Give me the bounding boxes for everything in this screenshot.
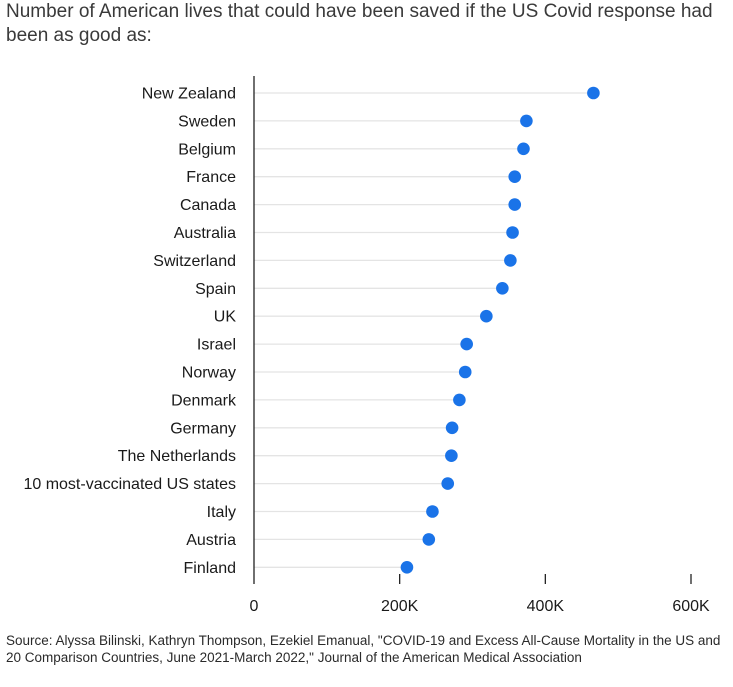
category-label-france: France	[186, 169, 236, 186]
x-tick-label-0: 0	[250, 598, 259, 615]
category-label-belgium: Belgium	[178, 141, 236, 158]
data-point-austria	[422, 533, 436, 546]
x-tick-label-1: 200K	[381, 598, 419, 615]
x-tick-label-2: 400K	[527, 598, 565, 615]
category-label-spain: Spain	[195, 281, 236, 298]
data-point-uk	[480, 309, 493, 323]
data-point-italy	[426, 505, 439, 518]
data-point-the-netherlands	[445, 449, 458, 463]
source-note: Source: Alyssa Bilinski, Kathryn Thompso…	[6, 633, 721, 665]
category-label-israel: Israel	[197, 337, 236, 354]
data-point-germany	[445, 421, 459, 435]
category-label-switzerland: Switzerland	[153, 253, 236, 270]
data-point-spain	[496, 282, 509, 295]
data-point-norway	[458, 365, 472, 379]
category-label-australia: Australia	[174, 225, 236, 242]
x-tick-label-3: 600K	[672, 598, 710, 615]
data-point-new-zealand	[587, 86, 600, 100]
category-label-10-most-vaccinated-us-states: 10 most-vaccinated US states	[23, 476, 236, 493]
data-point-denmark	[453, 393, 466, 407]
data-points	[400, 86, 600, 574]
category-labels: New Zealand Sweden Belgium France Canada Aust…	[23, 86, 237, 577]
data-point-australia	[506, 226, 519, 239]
category-label-denmark: Denmark	[171, 392, 237, 409]
data-point-france	[508, 170, 522, 183]
data-point-switzerland	[504, 254, 517, 267]
data-point-canada	[508, 198, 522, 211]
category-label-uk: UK	[214, 309, 237, 326]
chart-title: Number of American lives that could have…	[6, 1, 713, 46]
data-point-sweden	[520, 114, 533, 128]
data-point-israel	[460, 337, 473, 351]
x-axis-ticks: 0 200K 400K 600K	[250, 574, 710, 615]
category-label-norway: Norway	[182, 365, 236, 382]
guide-lines	[254, 92, 594, 568]
category-label-new-zealand: New Zealand	[142, 86, 236, 103]
data-point-10-most-vaccinated-us-states	[441, 477, 455, 490]
category-label-austria: Austria	[186, 532, 236, 549]
category-label-the-netherlands: The Netherlands	[118, 448, 236, 465]
category-label-germany: Germany	[170, 420, 236, 437]
category-label-sweden: Sweden	[178, 113, 236, 130]
category-label-italy: Italy	[207, 504, 236, 521]
category-label-canada: Canada	[180, 197, 236, 214]
category-label-finland: Finland	[184, 560, 236, 577]
data-point-finland	[400, 561, 414, 574]
data-point-belgium	[517, 142, 530, 156]
